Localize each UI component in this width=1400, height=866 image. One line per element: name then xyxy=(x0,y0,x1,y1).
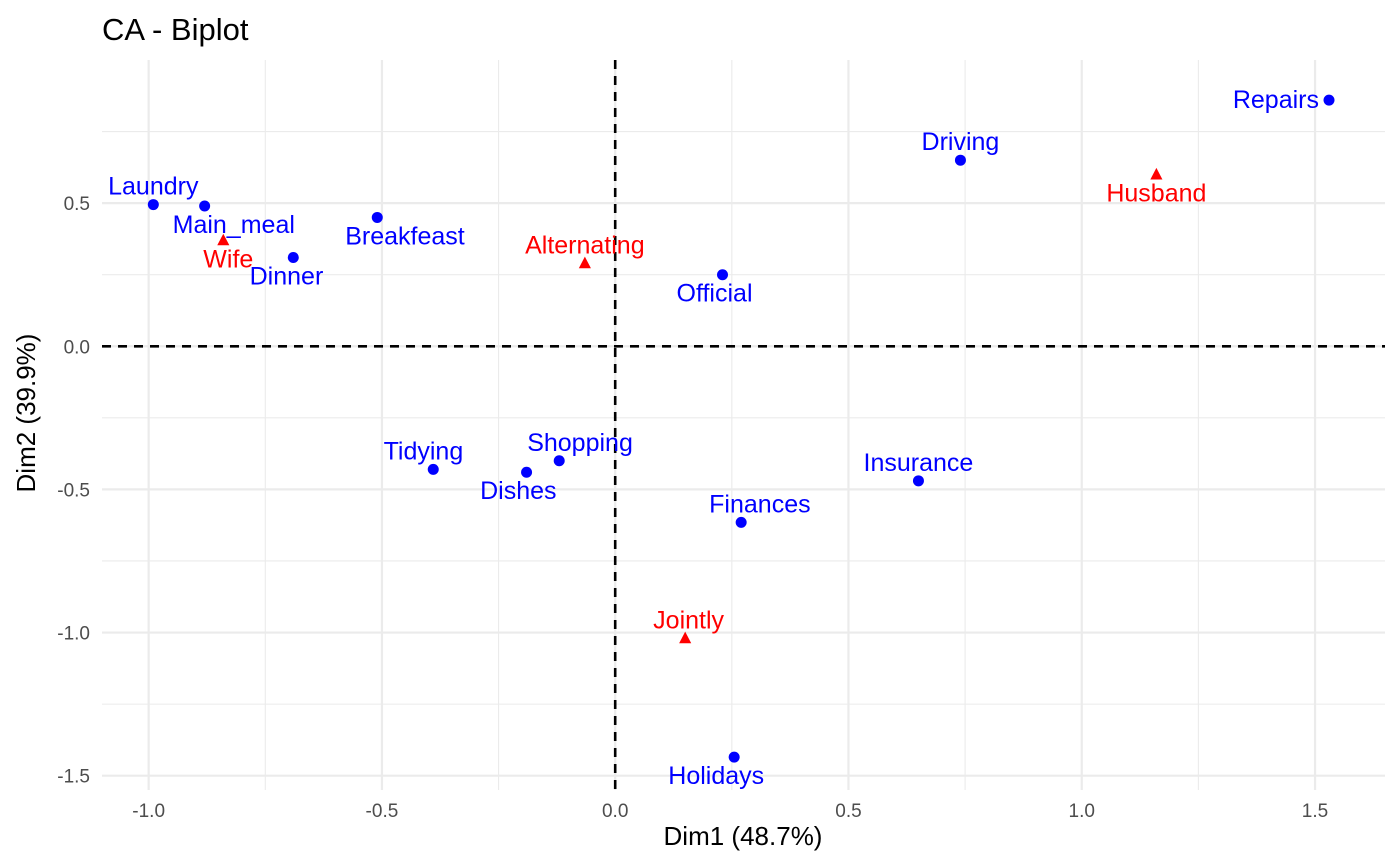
label-breakfeast: Breakfeast xyxy=(345,222,465,250)
label-holidays: Holidays xyxy=(668,762,764,790)
label-shopping: Shopping xyxy=(527,429,633,457)
label-husband: Husband xyxy=(1106,180,1206,208)
point-driving xyxy=(954,154,966,166)
chart-title: CA - Biplot xyxy=(102,12,249,47)
point-breakfeast xyxy=(371,211,383,223)
label-official: Official xyxy=(677,280,753,308)
y-tick-label: -1.5 xyxy=(57,767,90,788)
label-dishes: Dishes xyxy=(480,477,556,505)
label-wife: Wife xyxy=(203,245,253,273)
data-points xyxy=(147,94,1335,763)
point-finances xyxy=(735,516,747,528)
y-axis-title: Dim2 (39.9%) xyxy=(11,334,41,493)
label-dinner: Dinner xyxy=(250,263,324,291)
x-tick-label: -0.5 xyxy=(366,801,399,822)
reference-lines xyxy=(102,60,1385,790)
label-tidying: Tidying xyxy=(384,437,464,465)
x-tick-label: -1.0 xyxy=(132,801,165,822)
x-tick-label: 0.0 xyxy=(602,801,628,822)
y-tick-label: 0.5 xyxy=(64,194,90,215)
point-insurance xyxy=(912,475,924,487)
label-laundry: Laundry xyxy=(108,173,199,201)
point-alternating xyxy=(578,256,591,269)
y-tick-label: -1.0 xyxy=(57,624,90,645)
point-jointly xyxy=(679,631,692,644)
label-main-meal: Main_meal xyxy=(173,211,295,239)
axis-ticks: -1.0 -0.5 0.0 0.5 1.0 1.5 0.5 0.0 -0.5 -1.0 -1.5 xyxy=(57,194,1328,822)
point-dishes xyxy=(521,466,533,478)
point-laundry xyxy=(147,199,159,211)
point-wife xyxy=(217,233,230,246)
point-husband xyxy=(1150,167,1163,180)
label-insurance: Insurance xyxy=(864,449,974,477)
data-labels: Laundry Main_meal Dinner Breakfeast Tidying D… xyxy=(108,86,1319,790)
x-tick-label: 1.5 xyxy=(1302,801,1328,822)
label-driving: Driving xyxy=(922,128,1000,156)
point-repairs xyxy=(1323,94,1335,106)
label-jointly: Jointly xyxy=(653,606,724,634)
point-dinner xyxy=(287,252,299,264)
y-tick-label: -0.5 xyxy=(57,480,90,501)
x-tick-label: 0.5 xyxy=(835,801,861,822)
label-finances: Finances xyxy=(709,490,810,518)
y-tick-label: 0.0 xyxy=(64,337,90,358)
point-holidays xyxy=(728,751,740,763)
x-axis-title: Dim1 (48.7%) xyxy=(664,821,823,851)
point-shopping xyxy=(553,455,565,467)
point-official xyxy=(717,269,729,281)
label-repairs: Repairs xyxy=(1233,86,1319,114)
x-tick-label: 1.0 xyxy=(1069,801,1095,822)
point-main-meal xyxy=(199,200,211,212)
grid xyxy=(102,60,1385,790)
label-alternating: Alternating xyxy=(525,231,645,259)
point-tidying xyxy=(427,463,439,475)
